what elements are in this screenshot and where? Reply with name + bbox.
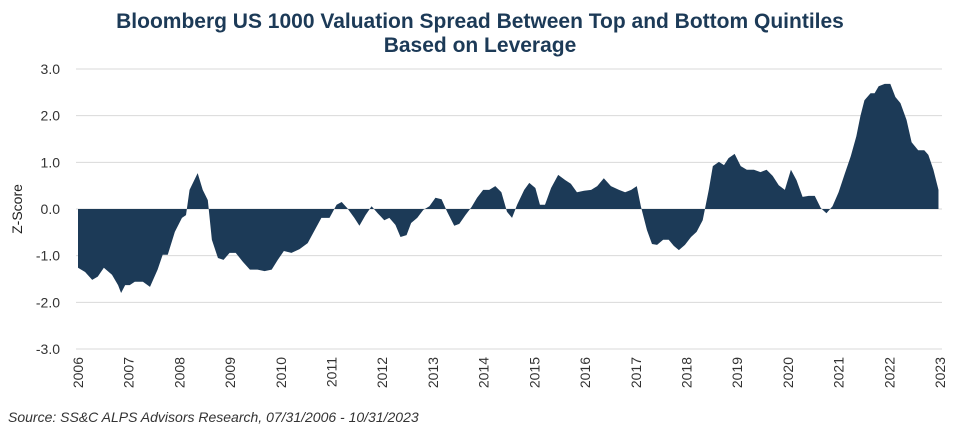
x-tick-label: 2007 [121,357,137,388]
x-tick-label: 2013 [425,357,441,388]
y-axis-label: Z-Score [9,184,25,234]
area [78,83,939,293]
x-tick-label: 2017 [628,357,644,388]
x-tick-label: 2014 [476,357,492,388]
x-tick-label: 2023 [932,357,948,388]
x-tick-label: 2020 [780,357,796,388]
x-tick-label: 2008 [171,357,187,388]
x-tick-label: 2012 [374,357,390,388]
y-tick-label: 2.0 [41,108,61,124]
y-tick-label: 1.0 [41,154,61,170]
x-tick-label: 2018 [678,357,694,388]
y-tick-label: -3.0 [36,341,60,357]
y-tick-label: 0.0 [41,201,61,217]
x-tick-label: 2010 [273,357,289,388]
x-tick-label: 2009 [222,357,238,388]
x-tick-label: 2015 [526,357,542,388]
y-tick-label: 3.0 [41,61,61,77]
x-tick-label: 2019 [729,357,745,388]
x-tick-label: 2011 [324,357,340,387]
x-tick-label: 2006 [70,357,86,388]
x-tick-label: 2021 [831,357,847,388]
chart-title: Bloomberg US 1000 Valuation Spread Betwe… [116,10,844,33]
y-tick-label: -1.0 [36,248,60,264]
chart-title: Based on Leverage [384,34,577,57]
x-tick-label: 2022 [881,357,897,388]
x-tick-label: 2016 [577,357,593,388]
y-tick-label: -2.0 [36,294,60,310]
source-note: Source: SS&C ALPS Advisors Research, 07/… [8,409,419,425]
